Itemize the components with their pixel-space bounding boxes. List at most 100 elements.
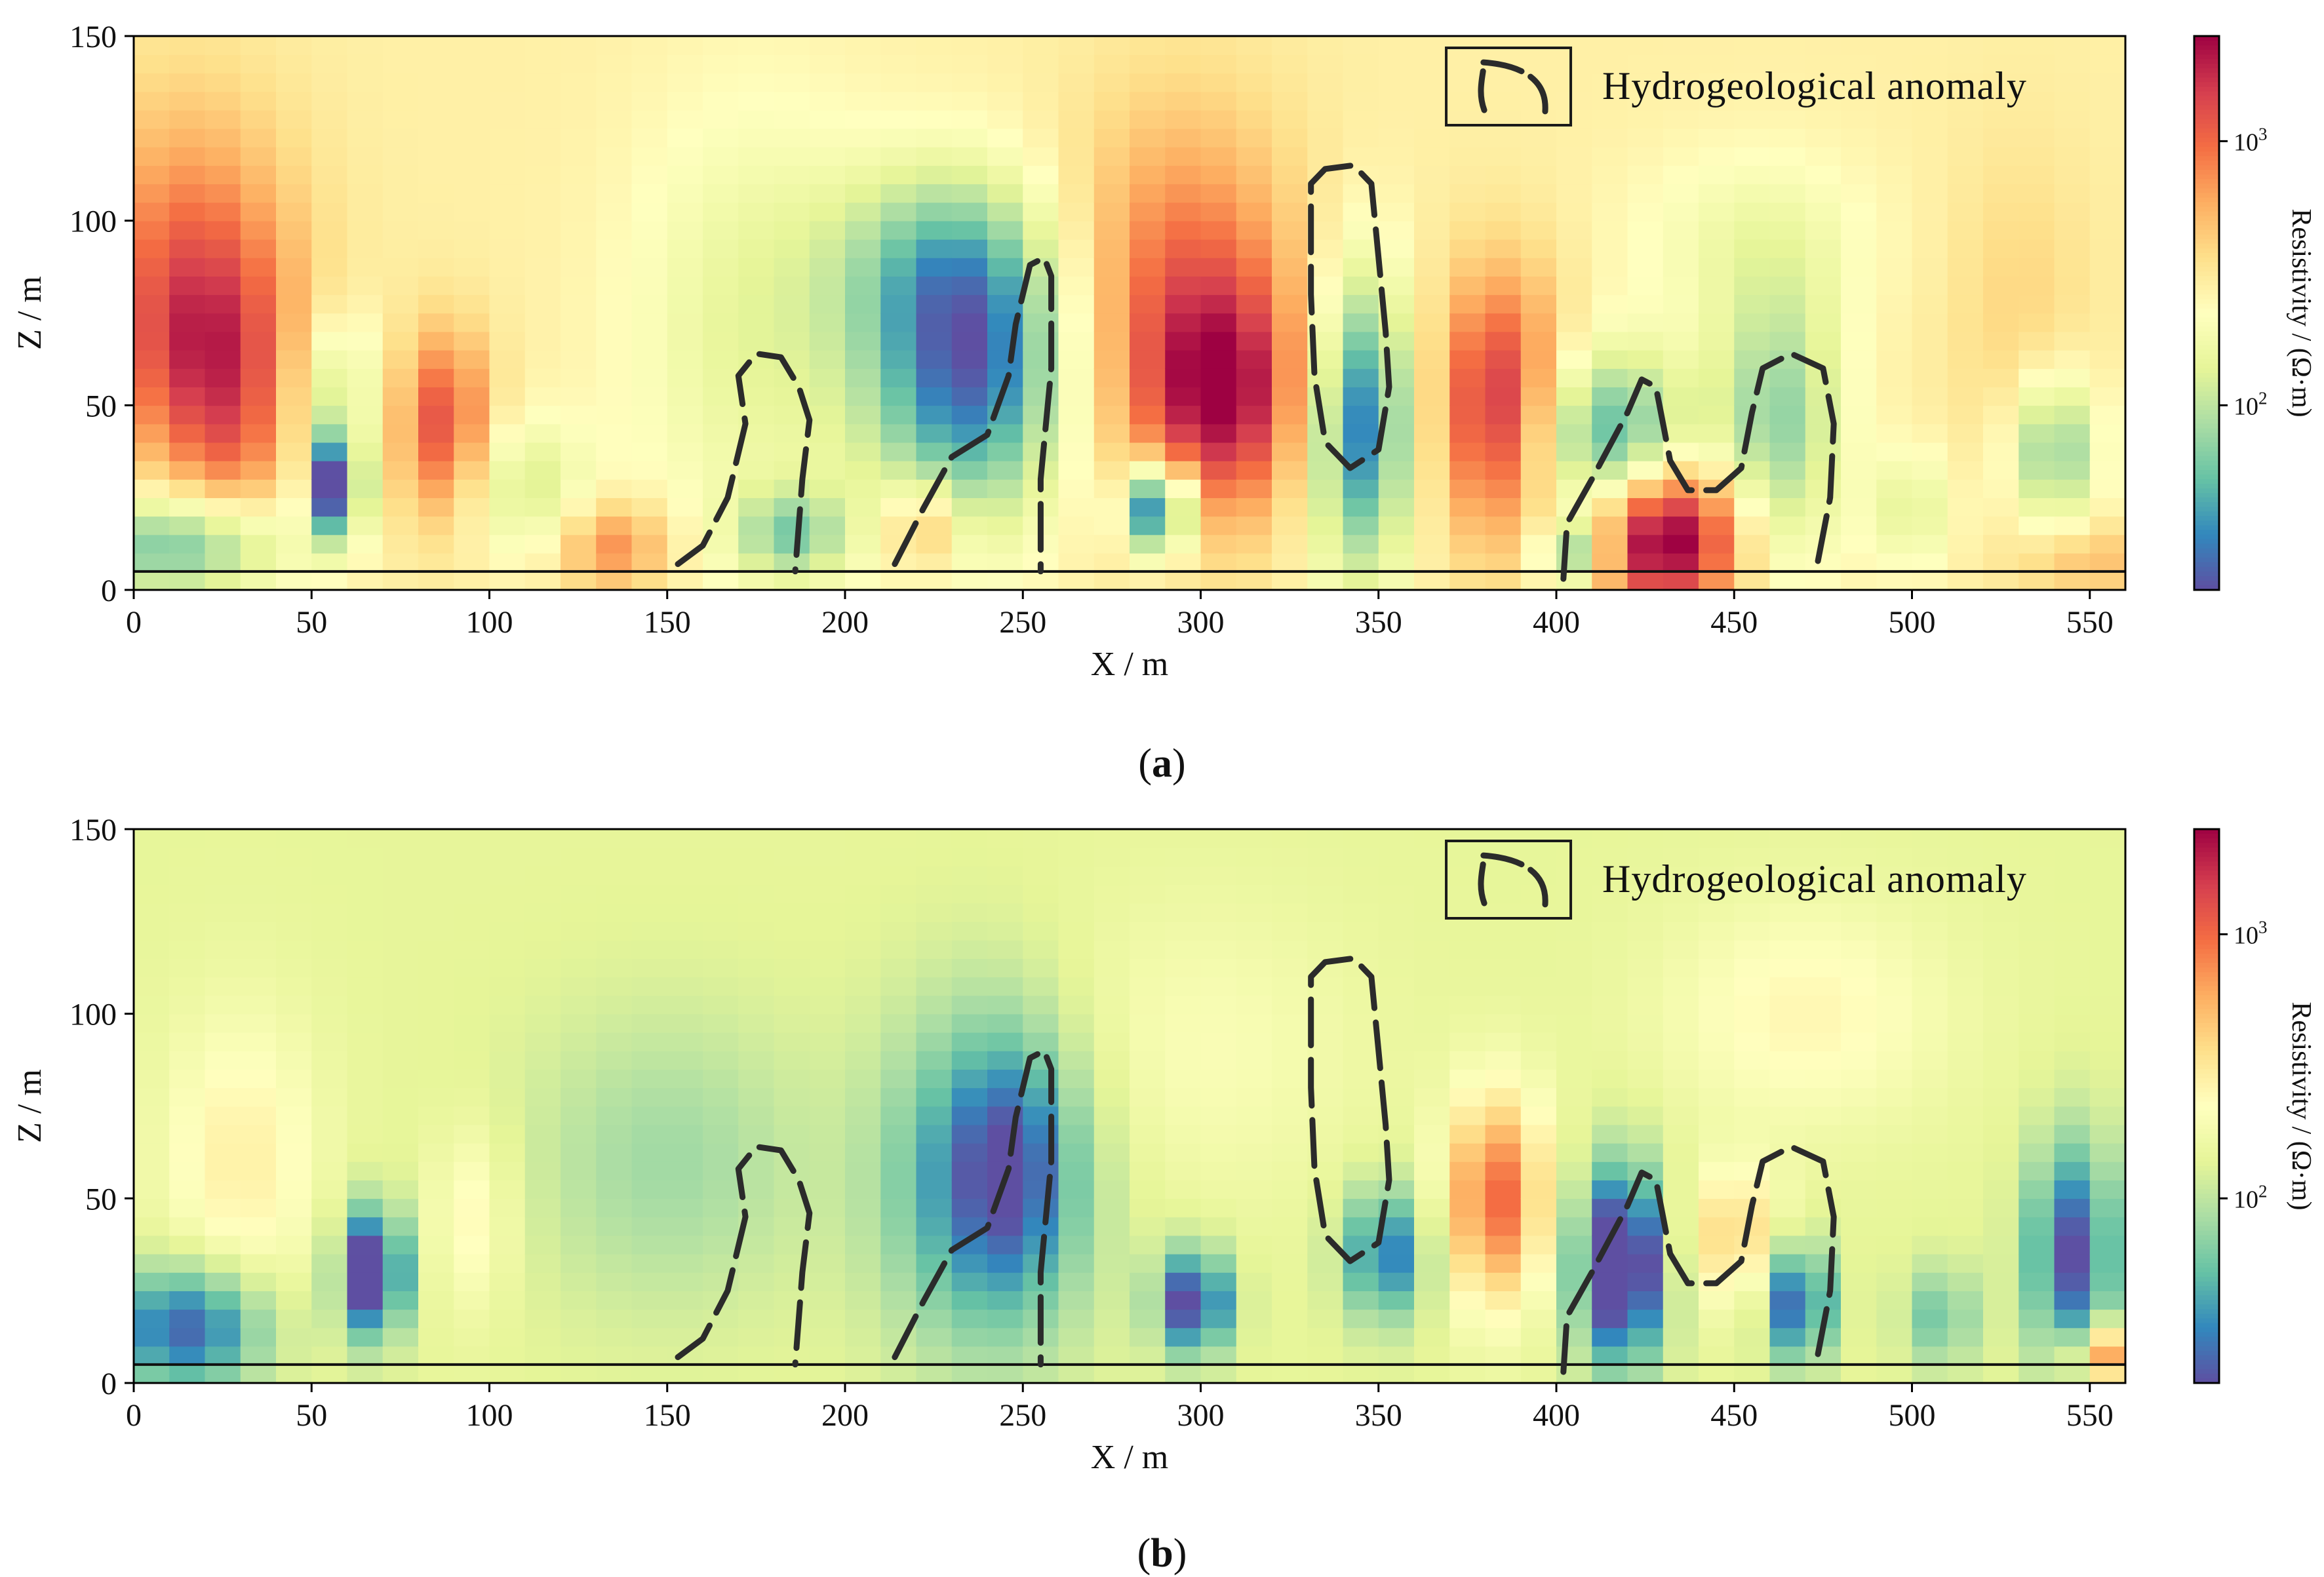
heatmap-cell	[1699, 1087, 1735, 1107]
colorbar-cell	[2194, 77, 2219, 83]
heatmap-cell	[2019, 460, 2055, 480]
heatmap-cell	[454, 128, 490, 147]
heatmap-cell	[916, 276, 953, 296]
heatmap-cell	[1520, 460, 1557, 480]
heatmap-cell	[1378, 553, 1415, 572]
heatmap-cell	[1093, 239, 1130, 258]
heatmap-cell	[489, 995, 526, 1015]
heatmap-cell	[1699, 829, 1735, 848]
heatmap-cell	[489, 847, 526, 867]
heatmap-cell	[489, 534, 526, 554]
heatmap-cell	[596, 220, 633, 240]
heatmap-cell	[561, 497, 597, 517]
heatmap-cell	[1023, 202, 1059, 222]
heatmap-cell	[134, 958, 170, 978]
heatmap-cell	[1449, 276, 1486, 296]
heatmap-cell	[987, 921, 1024, 941]
heatmap-cell	[1663, 165, 1699, 185]
heatmap-cell	[916, 534, 953, 554]
heatmap-cell	[880, 1106, 917, 1125]
heatmap-cell	[1058, 903, 1095, 922]
heatmap-cell	[1627, 1346, 1664, 1365]
heatmap-cell	[561, 1032, 597, 1051]
heatmap-cell	[1876, 847, 1913, 867]
heatmap-cell	[880, 1198, 917, 1218]
heatmap-cell	[1200, 128, 1237, 147]
heatmap-cell	[1734, 847, 1771, 867]
colorbar-cell	[2194, 553, 2219, 558]
heatmap-cell	[205, 54, 241, 74]
colorbar-cell	[2194, 1138, 2219, 1144]
heatmap-cell	[1876, 1051, 1913, 1070]
heatmap-cell	[1200, 847, 1237, 867]
heatmap-cell	[1307, 866, 1344, 886]
heatmap-cell	[1272, 73, 1309, 92]
heatmap-cell	[1058, 571, 1095, 591]
heatmap-cell	[1058, 1142, 1095, 1162]
heatmap-cell	[382, 977, 419, 996]
heatmap-cell	[382, 479, 419, 498]
heatmap-cell	[1200, 1235, 1237, 1255]
colorbar-cell	[2194, 100, 2219, 106]
heatmap-cell	[2054, 1217, 2091, 1236]
heatmap-cell	[1414, 534, 1451, 554]
heatmap-cell	[1378, 442, 1415, 461]
heatmap-cell	[205, 866, 241, 886]
heatmap-cell	[1378, 109, 1415, 129]
heatmap-cell	[205, 940, 241, 959]
heatmap-cell	[524, 331, 561, 351]
heatmap-cell	[454, 423, 490, 443]
y-tick-label: 0	[101, 574, 117, 608]
heatmap-cell	[738, 829, 775, 848]
heatmap-cell	[987, 36, 1024, 55]
colorbar-cell	[2194, 243, 2219, 249]
heatmap-cell	[1983, 220, 2020, 240]
heatmap-cell	[1841, 258, 1878, 277]
heatmap-cell	[1165, 1346, 1202, 1365]
colorbar-cell	[2194, 1277, 2219, 1282]
heatmap-cell	[774, 1217, 810, 1236]
heatmap-cell	[489, 54, 526, 74]
colorbar-cell	[2194, 843, 2219, 848]
heatmap-cell	[524, 1069, 561, 1089]
heatmap-cell	[1093, 1087, 1130, 1107]
heatmap-cell	[809, 1124, 846, 1144]
heatmap-cell	[738, 128, 775, 147]
heatmap-cell	[1841, 294, 1878, 314]
heatmap-cell	[2019, 516, 2055, 535]
heatmap-cell	[1307, 497, 1344, 517]
heatmap-cell	[524, 1346, 561, 1365]
heatmap-cell	[1556, 1124, 1593, 1144]
heatmap-cell	[1663, 977, 1699, 996]
heatmap-cell	[774, 921, 810, 941]
caption-b: (b)	[1137, 1531, 1187, 1576]
heatmap-cell	[703, 331, 739, 351]
heatmap-cell	[347, 184, 384, 203]
heatmap-cell	[418, 866, 455, 886]
heatmap-cell	[205, 571, 241, 591]
heatmap-cell	[1947, 405, 1984, 425]
heatmap-cell	[1414, 884, 1451, 904]
heatmap-cell	[1841, 1272, 1878, 1291]
heatmap-cell	[1236, 829, 1272, 848]
heatmap-cell	[987, 958, 1024, 978]
heatmap-cell	[454, 1364, 490, 1384]
heatmap-cell	[2089, 516, 2126, 535]
heatmap-cell	[667, 202, 703, 222]
heatmap-cell	[1165, 1272, 1202, 1291]
heatmap-cell	[774, 1013, 810, 1033]
heatmap-cell	[1272, 1032, 1309, 1051]
heatmap-cell	[1130, 1032, 1166, 1051]
heatmap-cell	[1093, 1124, 1130, 1144]
heatmap-cell	[809, 1142, 846, 1162]
heatmap-cell	[1414, 36, 1451, 55]
colorbar-cell	[2194, 109, 2219, 115]
colorbar-cell	[2194, 1198, 2219, 1204]
colorbar-cell	[2194, 930, 2219, 936]
heatmap-cell	[1769, 1180, 1806, 1199]
heatmap-cell	[1485, 184, 1522, 203]
heatmap-cell	[1592, 368, 1628, 387]
heatmap-cell	[1165, 405, 1202, 425]
heatmap-cell	[1520, 921, 1557, 941]
heatmap-cell	[1449, 1124, 1486, 1144]
